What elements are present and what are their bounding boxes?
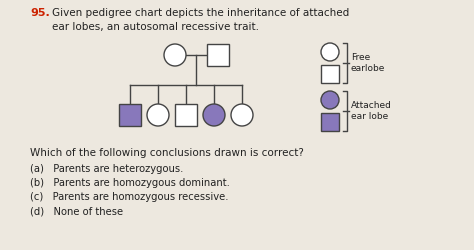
Bar: [321, 113, 339, 131]
Text: Given pedigree chart depicts the inheritance of attached
ear lobes, an autosomal: Given pedigree chart depicts the inherit…: [52, 8, 349, 32]
Circle shape: [164, 44, 186, 66]
Bar: [207, 44, 229, 66]
Circle shape: [321, 43, 339, 61]
Bar: [321, 65, 339, 83]
Circle shape: [203, 104, 225, 126]
Bar: [119, 104, 141, 126]
Bar: [175, 104, 197, 126]
Circle shape: [231, 104, 253, 126]
Text: Free
earlobe: Free earlobe: [351, 53, 385, 73]
Text: 95.: 95.: [30, 8, 50, 18]
Circle shape: [321, 91, 339, 109]
Text: (a)   Parents are heterozygous.: (a) Parents are heterozygous.: [30, 164, 183, 174]
Circle shape: [147, 104, 169, 126]
Text: (b)   Parents are homozygous dominant.: (b) Parents are homozygous dominant.: [30, 178, 230, 188]
Text: Attached
ear lobe: Attached ear lobe: [351, 101, 392, 121]
Text: (d)   None of these: (d) None of these: [30, 206, 123, 216]
Text: Which of the following conclusions drawn is correct?: Which of the following conclusions drawn…: [30, 148, 304, 158]
Text: (c)   Parents are homozygous recessive.: (c) Parents are homozygous recessive.: [30, 192, 228, 202]
